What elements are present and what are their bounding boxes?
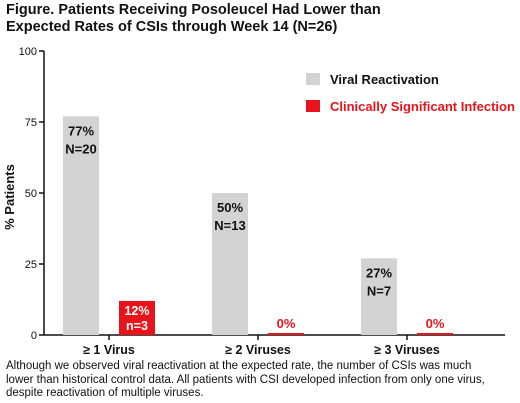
- y-tick-label: 75: [25, 117, 37, 129]
- bar-chart: % Patients 0 25 50 75 100 77% N=20 12%n=3 ≥ 1 Vi…: [2, 46, 515, 357]
- caption-line-2: lower than historical control data. All …: [6, 373, 485, 386]
- bar-data-label: 0%: [277, 316, 296, 331]
- x-category-label: ≥ 1 Virus: [83, 343, 135, 357]
- bar-data-label: 12%: [124, 304, 149, 318]
- bar-data-label: 27%: [366, 265, 392, 280]
- caption-line-3: despite reactivation of multiple viruses…: [6, 387, 204, 399]
- x-category-label: ≥ 2 Viruses: [225, 343, 291, 357]
- figure-title-line-1: Figure. Patients Receiving Posoleucel Ha…: [6, 2, 381, 18]
- csi-bar: [268, 333, 304, 335]
- legend-swatch-viral: [306, 73, 320, 85]
- viral-reactivation-bar: [212, 193, 248, 335]
- bar-data-label: N=7: [367, 283, 391, 298]
- viral-reactivation-bar: [361, 258, 397, 335]
- bar-data-label: 77%: [68, 123, 94, 138]
- bar-data-label: n=3: [126, 319, 148, 333]
- caption-line-1: Although we observed viral reactivation …: [6, 360, 472, 372]
- bar-data-label: N=13: [214, 218, 245, 233]
- bar-data-label: 0%: [426, 316, 445, 331]
- bar-data-label: N=20: [65, 141, 96, 156]
- viral-reactivation-bar: [63, 116, 99, 335]
- csi-bar: [119, 300, 155, 335]
- legend: Viral Reactivation Clinically Significant…: [306, 72, 515, 114]
- y-axis-label: % Patients: [2, 164, 17, 230]
- csi-bar: [417, 333, 453, 335]
- figure-title-line-2: Expected Rates of CSIs through Week 14 (…: [6, 19, 338, 35]
- y-tick-label: 0: [31, 330, 37, 342]
- bar-data-label: 50%: [217, 200, 243, 215]
- x-category-label: ≥ 3 Viruses: [374, 343, 440, 357]
- y-tick-label: 50: [25, 188, 37, 200]
- legend-label-viral: Viral Reactivation: [330, 72, 439, 87]
- y-tick-label: 100: [19, 46, 37, 58]
- legend-label-csi: Clinically Significant Infection: [330, 99, 515, 114]
- y-tick-label: 25: [25, 259, 37, 271]
- plot-area: 0 25 50 75 100 77% N=20 12%n=3 ≥ 1 Virus 50% N=13 0…: [19, 46, 505, 357]
- figure-caption: Although we observed viral reactivation …: [6, 360, 516, 401]
- legend-swatch-csi: [306, 100, 320, 112]
- figure-title: Figure. Patients Receiving Posoleucel Ha…: [6, 2, 476, 36]
